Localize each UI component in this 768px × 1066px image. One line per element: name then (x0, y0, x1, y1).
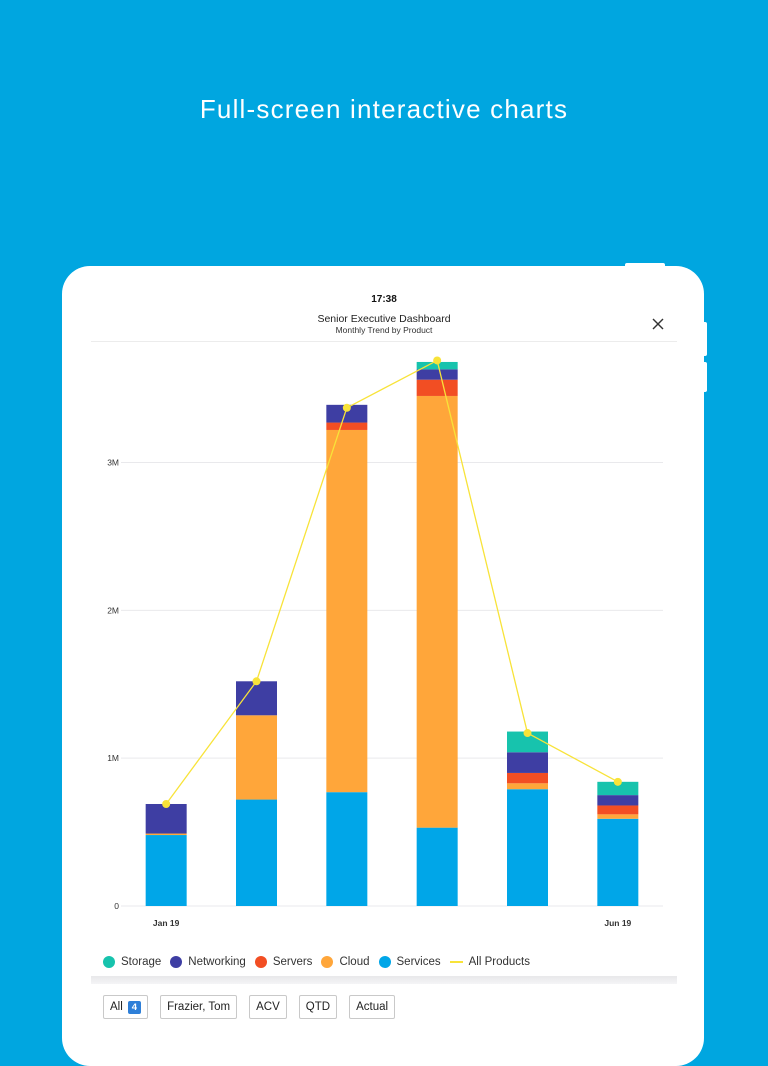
filter-mode-label: Actual (356, 1001, 389, 1013)
y-tick-label: 3M (107, 457, 119, 467)
bar-segment-servers[interactable] (507, 772, 548, 784)
chart-legend: Storage Networking Servers Cloud Service… (103, 954, 539, 970)
bar-segment-services[interactable] (326, 792, 368, 906)
bar-segment-services[interactable] (416, 827, 458, 906)
legend-swatch-servers (254, 956, 267, 968)
filter-owner-chip[interactable]: Frazier, Tom (160, 995, 238, 1019)
all-products-point[interactable] (433, 356, 442, 365)
filter-panel-divider (91, 976, 677, 984)
legend-item-storage[interactable]: Storage (103, 956, 161, 968)
legend-swatch-storage (103, 956, 115, 968)
bar-segment-networking[interactable] (597, 795, 639, 806)
legend-swatch-all-products (449, 961, 463, 963)
bar-segment-cloud[interactable] (507, 783, 548, 790)
x-tick-label: Jun 19 (604, 918, 631, 928)
all-products-point[interactable] (342, 403, 351, 412)
y-tick-label: 0 (114, 901, 119, 911)
legend-label-services: Services (396, 956, 441, 968)
header-divider (91, 341, 677, 342)
all-products-point[interactable] (523, 729, 532, 738)
legend-label-networking: Networking (188, 956, 246, 968)
bar-segment-storage[interactable] (416, 361, 458, 370)
legend-label-servers: Servers (272, 956, 313, 968)
bar-segment-storage[interactable] (507, 731, 548, 753)
all-products-line (165, 359, 619, 805)
all-products-point[interactable] (252, 677, 261, 686)
legend-item-networking[interactable]: Networking (170, 956, 246, 968)
bar-segment-networking[interactable] (507, 752, 548, 773)
filter-mode-chip[interactable]: Actual (349, 995, 396, 1019)
x-tick-label: Jan 19 (153, 918, 180, 928)
tablet-screen: 17:38 Senior Executive Dashboard Monthly… (91, 288, 677, 1024)
filter-all-chip[interactable]: All 4 (103, 995, 149, 1019)
bar-segment-servers[interactable] (597, 805, 639, 815)
status-bar-time: 17:38 (371, 294, 397, 305)
bar-segment-cloud[interactable] (236, 715, 277, 800)
bar-segment-services[interactable] (507, 789, 548, 906)
bar-segment-services[interactable] (145, 835, 187, 906)
bar-segment-cloud[interactable] (326, 429, 368, 793)
filter-owner-label: Frazier, Tom (167, 1001, 231, 1013)
legend-item-services[interactable]: Services (378, 956, 441, 968)
all-products-point[interactable] (613, 777, 622, 786)
legend-swatch-networking (170, 956, 183, 968)
filter-count-badge: 4 (127, 1000, 142, 1014)
filter-period-chip[interactable]: QTD (298, 995, 338, 1019)
legend-swatch-services (378, 956, 391, 968)
legend-swatch-cloud (321, 956, 334, 968)
legend-label-cloud: Cloud (339, 956, 370, 968)
filter-metric-chip[interactable]: ACV (249, 995, 287, 1019)
tablet-power-button (625, 263, 665, 268)
promo-headline: Full-screen interactive charts (199, 94, 569, 124)
legend-item-cloud[interactable]: Cloud (321, 956, 370, 968)
tablet-volume-down-button (702, 362, 707, 392)
bar-segment-cloud[interactable] (145, 833, 187, 836)
bar-segment-storage[interactable] (597, 781, 639, 796)
bar-segment-networking[interactable] (326, 404, 368, 423)
dashboard-title: Senior Executive Dashboard (317, 313, 451, 325)
legend-label-storage: Storage (121, 956, 162, 968)
filter-bar: All 4 Frazier, Tom ACV QTD Actual (103, 995, 407, 1019)
y-tick-label: 2M (107, 605, 119, 615)
all-products-point[interactable] (162, 799, 171, 808)
close-icon (652, 318, 664, 330)
legend-item-servers[interactable]: Servers (254, 956, 313, 968)
bar-segment-services[interactable] (597, 818, 639, 906)
close-button[interactable] (649, 315, 667, 333)
bar-segment-servers[interactable] (416, 379, 458, 396)
bar-segment-networking[interactable] (145, 803, 187, 834)
filter-all-label: All (110, 1001, 123, 1013)
legend-item-all-products[interactable]: All Products (449, 956, 530, 968)
bar-segment-services[interactable] (236, 799, 277, 906)
bar-segment-networking[interactable] (416, 369, 458, 380)
bar-segment-networking[interactable] (236, 681, 277, 716)
filter-metric-label: ACV (256, 1001, 280, 1013)
stacked-bar-chart[interactable]: 0 1M 2M 3M Jan 19 Jun 19 (91, 342, 677, 942)
filter-period-label: QTD (305, 1001, 331, 1013)
tablet-volume-up-button (702, 322, 707, 356)
chart-subtitle: Monthly Trend by Product (335, 325, 433, 335)
y-tick-label: 1M (107, 753, 119, 763)
bar-segment-cloud[interactable] (416, 395, 458, 828)
legend-label-all-products: All Products (468, 956, 530, 968)
bar-segment-cloud[interactable] (597, 814, 639, 819)
bar-segment-servers[interactable] (326, 422, 368, 430)
